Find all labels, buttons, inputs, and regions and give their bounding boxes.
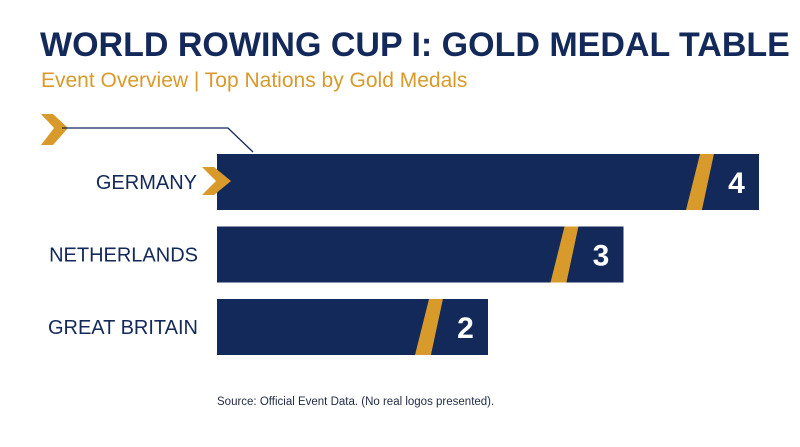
highlight-chevron-icon <box>202 167 231 195</box>
category-label-germany: GERMANY <box>96 172 197 194</box>
bar-accent-stripe-netherlands <box>550 226 579 283</box>
category-label-great-britain: GREAT BRITAIN <box>48 317 198 339</box>
connector-line <box>62 127 254 153</box>
value-label-netherlands: 3 <box>593 240 610 273</box>
bar-cap-germany <box>702 154 759 210</box>
bar-row-great-britain: 2 GREAT BRITAIN <box>48 299 488 355</box>
bar-cap-netherlands <box>566 226 624 283</box>
chart-title: WORLD ROWING CUP I: GOLD MEDAL TABLE <box>40 26 790 64</box>
source-note: Source: Official Event Data. (No real lo… <box>217 396 495 408</box>
bar-row-netherlands: 3 NETHERLANDS <box>49 226 624 283</box>
bar-cap-great-britain <box>431 299 488 355</box>
chevron-pointer-decoration <box>41 114 254 153</box>
bar-accent-stripe-great-britain <box>415 299 443 355</box>
category-label-netherlands: NETHERLANDS <box>49 245 198 267</box>
bar-row-germany: 4 GERMANY <box>96 154 759 210</box>
chart-subtitle: Event Overview | Top Nations by Gold Med… <box>41 69 468 92</box>
bars-group: 4 GERMANY 3 NETHERLANDS 2 GREAT BRITAIN <box>48 154 759 355</box>
bar-accent-stripe-germany <box>686 154 714 210</box>
value-label-great-britain: 2 <box>457 312 474 345</box>
bar-germany <box>217 154 759 210</box>
value-label-germany: 4 <box>728 167 745 200</box>
chevron-icon <box>41 114 68 145</box>
